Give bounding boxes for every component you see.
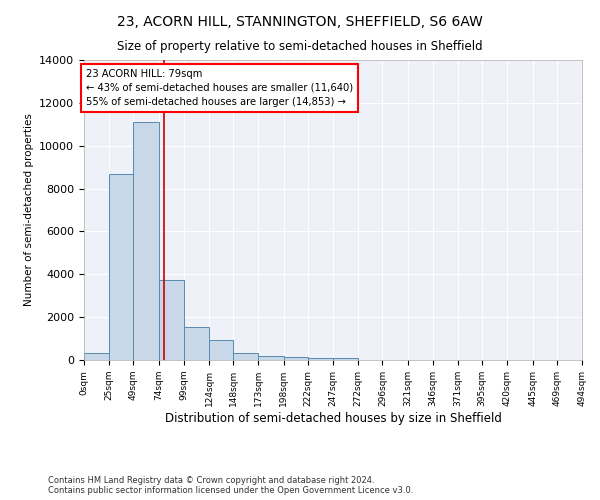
Bar (308, 358, 333, 360)
Bar (333, 358, 358, 360)
Bar (133, 122, 158, 360)
Text: 23, ACORN HILL, STANNINGTON, SHEFFIELD, S6 6AW: 23, ACORN HILL, STANNINGTON, SHEFFIELD, … (117, 15, 483, 29)
Bar (259, 356, 284, 360)
Text: 23 ACORN HILL: 79sqm
← 43% of semi-detached houses are smaller (11,640)
55% of s: 23 ACORN HILL: 79sqm ← 43% of semi-detac… (86, 68, 353, 106)
Text: Size of property relative to semi-detached houses in Sheffield: Size of property relative to semi-detach… (117, 40, 483, 53)
Bar (233, 352, 259, 360)
Bar (84, 353, 109, 360)
Bar (109, 174, 133, 360)
Text: Contains HM Land Registry data © Crown copyright and database right 2024.
Contai: Contains HM Land Registry data © Crown c… (48, 476, 413, 495)
Y-axis label: Number of semi-detached properties: Number of semi-detached properties (23, 114, 34, 306)
X-axis label: Distribution of semi-detached houses by size in Sheffield: Distribution of semi-detached houses by … (164, 412, 502, 424)
Bar (184, 327, 209, 360)
Bar (209, 340, 233, 360)
Bar (158, 280, 184, 360)
Bar (284, 357, 308, 360)
